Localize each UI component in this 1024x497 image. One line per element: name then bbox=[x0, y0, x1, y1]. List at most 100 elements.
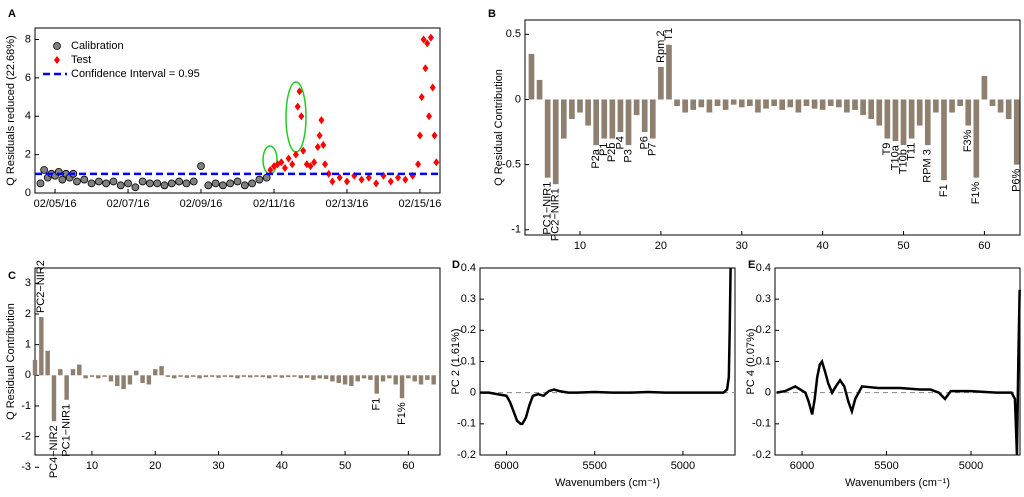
bar bbox=[32, 359, 38, 376]
bar bbox=[311, 375, 316, 380]
test-point bbox=[325, 169, 332, 178]
bar bbox=[803, 99, 810, 106]
bar bbox=[552, 99, 559, 185]
bar bbox=[609, 99, 616, 139]
bar bbox=[941, 99, 947, 181]
bar bbox=[908, 99, 915, 139]
bar bbox=[747, 99, 753, 106]
bar-annotation: PC1−NIR1 bbox=[542, 182, 554, 235]
y-tick-label: 0 bbox=[25, 187, 31, 199]
x-tick-label: 02/11/16 bbox=[253, 198, 295, 210]
bar-annotation: F1 bbox=[371, 398, 383, 411]
bar bbox=[323, 375, 329, 379]
plot-frame bbox=[34, 27, 441, 194]
y-tick-label: 0 bbox=[515, 93, 521, 105]
test-point bbox=[292, 150, 299, 159]
bar bbox=[892, 99, 899, 142]
bar-annotation: P1 bbox=[598, 143, 610, 156]
calibration-point bbox=[109, 177, 118, 186]
bar bbox=[374, 375, 379, 394]
bar bbox=[273, 375, 278, 377]
calibration-point bbox=[146, 179, 154, 188]
bar bbox=[585, 99, 591, 126]
bar bbox=[172, 375, 177, 379]
legend-label: Calibration bbox=[71, 40, 124, 52]
bar bbox=[771, 99, 777, 106]
test-point bbox=[314, 142, 321, 151]
bar bbox=[361, 375, 367, 379]
test-point bbox=[343, 177, 350, 186]
calibration-point bbox=[94, 177, 103, 186]
calibration-point bbox=[248, 179, 256, 188]
y-tick-label: -1 bbox=[21, 400, 31, 412]
test-point bbox=[431, 131, 438, 140]
calibration-point bbox=[204, 181, 213, 190]
bar bbox=[819, 99, 826, 110]
bar bbox=[916, 99, 923, 126]
bar bbox=[285, 375, 291, 378]
bar bbox=[387, 375, 392, 379]
bar-annotation: P6% bbox=[1011, 168, 1023, 191]
bar-annotation: PC2−NIR2 bbox=[35, 260, 47, 313]
bar bbox=[64, 375, 69, 400]
y-tick-label: -0.2 bbox=[752, 449, 771, 461]
test-point bbox=[311, 158, 318, 167]
test-point bbox=[307, 162, 314, 171]
bar bbox=[45, 350, 50, 376]
spectrum-line bbox=[776, 289, 1021, 456]
bar bbox=[412, 375, 417, 382]
bar bbox=[184, 375, 190, 378]
bar bbox=[266, 375, 272, 379]
test-point bbox=[373, 179, 380, 188]
test-point bbox=[387, 177, 394, 186]
calibration-point bbox=[36, 179, 45, 188]
calibration-point bbox=[87, 179, 96, 188]
y-tick-label: 4 bbox=[25, 110, 31, 122]
bar-annotation: P4 bbox=[614, 136, 626, 149]
calibration-point bbox=[167, 179, 176, 188]
panel-label: A bbox=[8, 8, 16, 20]
bar bbox=[77, 364, 82, 376]
plot-frame bbox=[479, 267, 736, 456]
calibration-point bbox=[189, 177, 198, 186]
bar bbox=[844, 99, 850, 113]
bar bbox=[127, 375, 133, 385]
bar-annotation: F3% bbox=[962, 129, 974, 152]
bar bbox=[197, 375, 202, 379]
bar-annotation: P2b bbox=[606, 143, 618, 163]
bar bbox=[203, 375, 209, 378]
bar bbox=[39, 317, 44, 376]
calibration-point bbox=[73, 177, 81, 186]
bar bbox=[115, 375, 120, 387]
bar bbox=[617, 99, 624, 133]
x-tick-label: 5000 bbox=[671, 460, 695, 472]
bar bbox=[298, 375, 303, 379]
x-tick-label: 30 bbox=[736, 240, 748, 252]
test-point bbox=[358, 175, 365, 184]
y-tick-label: -0.2 bbox=[457, 449, 476, 461]
test-point bbox=[424, 39, 431, 48]
x-tick-label: 10 bbox=[86, 460, 98, 472]
y-axis-label: Q Residuals reduced (22.68%) bbox=[5, 35, 17, 185]
y-tick-label: -0.1 bbox=[752, 418, 771, 430]
bar bbox=[528, 53, 535, 100]
calibration-point bbox=[233, 177, 242, 186]
bar bbox=[755, 99, 761, 113]
panel-label: D bbox=[452, 259, 460, 271]
bar bbox=[924, 99, 931, 146]
bar-annotation: P2a bbox=[590, 148, 602, 168]
x-tick-label: 5000 bbox=[959, 460, 983, 472]
x-tick-label: 6000 bbox=[494, 460, 518, 472]
bar bbox=[228, 375, 234, 378]
test-point bbox=[418, 93, 425, 102]
x-tick-label: 02/13/16 bbox=[326, 198, 369, 210]
bar bbox=[763, 99, 769, 109]
y-tick-label: 0.1 bbox=[756, 355, 771, 367]
bar bbox=[876, 99, 883, 126]
y-tick-label: 3 bbox=[25, 277, 31, 289]
bar bbox=[973, 99, 980, 178]
y-tick-label: 0.2 bbox=[756, 324, 771, 336]
test-point bbox=[336, 173, 343, 182]
bar bbox=[997, 99, 1004, 113]
bar bbox=[159, 366, 164, 376]
